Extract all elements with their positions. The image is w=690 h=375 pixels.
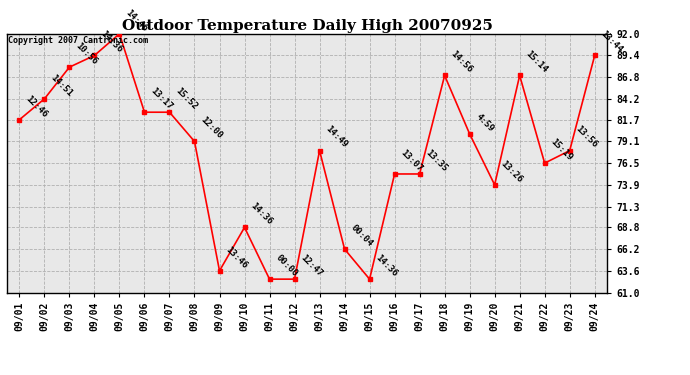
- Text: 13:26: 13:26: [499, 159, 524, 184]
- Text: 15:19: 15:19: [549, 137, 574, 162]
- Text: 13:17: 13:17: [148, 86, 174, 111]
- Title: Outdoor Temperature Daily High 20070925: Outdoor Temperature Daily High 20070925: [121, 19, 493, 33]
- Text: Copyright 2007 Cantronic.com: Copyright 2007 Cantronic.com: [8, 36, 148, 45]
- Text: 13:46: 13:46: [224, 244, 249, 270]
- Text: 14:46: 14:46: [124, 8, 149, 33]
- Text: 14:36: 14:36: [374, 253, 399, 278]
- Text: 15:52: 15:52: [174, 86, 199, 111]
- Text: 13:35: 13:35: [424, 148, 449, 173]
- Text: 10:56: 10:56: [74, 41, 99, 66]
- Text: 14:36: 14:36: [99, 29, 124, 55]
- Text: 12:46: 12:46: [23, 94, 49, 119]
- Text: 14:51: 14:51: [48, 73, 74, 98]
- Text: 13:07: 13:07: [399, 148, 424, 173]
- Text: 00:04: 00:04: [348, 223, 374, 248]
- Text: 14:36: 14:36: [248, 201, 274, 226]
- Text: 00:00: 00:00: [274, 253, 299, 278]
- Text: 13:44: 13:44: [599, 29, 624, 55]
- Text: 15:14: 15:14: [524, 50, 549, 75]
- Text: 12:00: 12:00: [199, 115, 224, 141]
- Text: 14:49: 14:49: [324, 124, 349, 150]
- Text: 14:56: 14:56: [448, 50, 474, 75]
- Text: 13:56: 13:56: [574, 124, 599, 150]
- Text: 12:47: 12:47: [299, 253, 324, 278]
- Text: 4:59: 4:59: [474, 112, 495, 133]
